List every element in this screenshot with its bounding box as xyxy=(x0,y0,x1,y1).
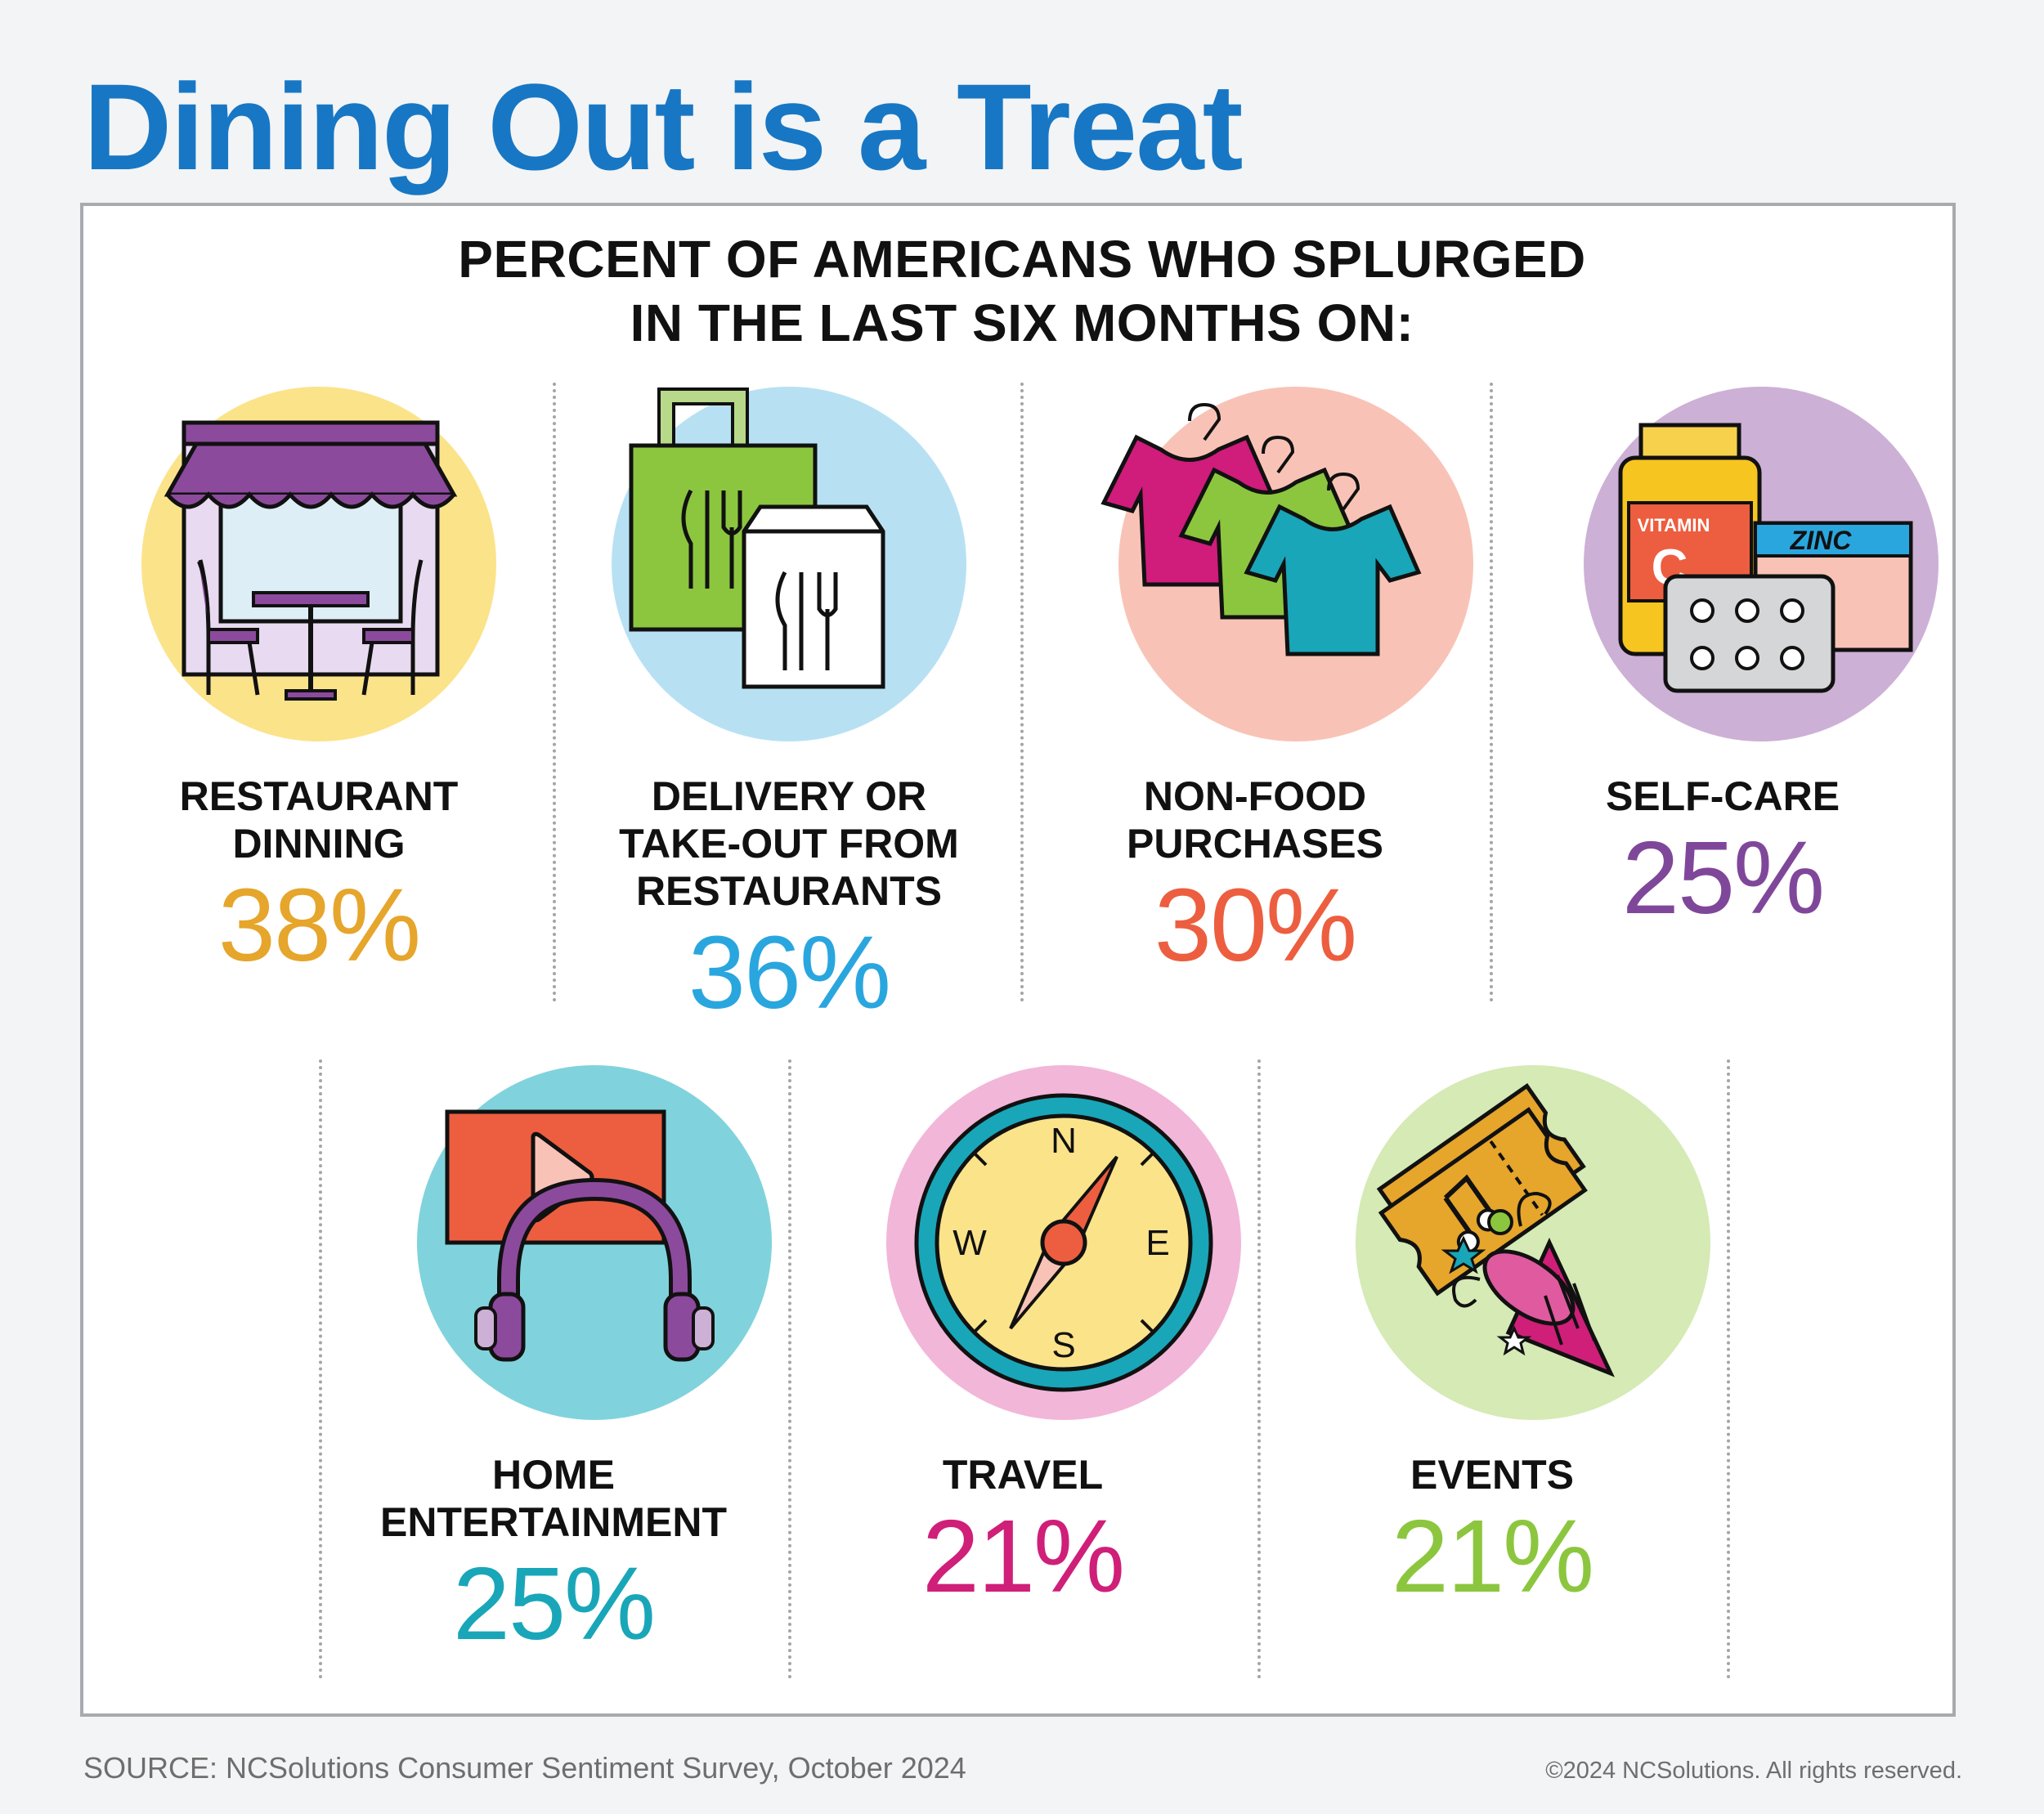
heading-line-1: PERCENT OF AMERICANS WHO SPLURGED xyxy=(458,230,1586,289)
compass-n: N xyxy=(1051,1121,1077,1161)
category-label: DELIVERY OR TAKE-OUT FROM RESTAURANTS xyxy=(619,773,959,914)
category-restaurant-dining: RESTAURANT DINNING 38% xyxy=(86,372,552,979)
restaurant-storefront-icon xyxy=(141,387,496,741)
compass-s: S xyxy=(1051,1325,1075,1365)
category-percent: 21% xyxy=(1391,1498,1594,1614)
zinc-text: ZINC xyxy=(1790,526,1853,555)
chart-heading: PERCENT OF AMERICANS WHO SPLURGED IN THE… xyxy=(0,227,2044,355)
divider xyxy=(1020,383,1024,1002)
category-label: EVENTS xyxy=(1410,1452,1575,1498)
divider xyxy=(1727,1059,1730,1679)
copyright-note: ©2024 NCSolutions. All rights reserved. xyxy=(1545,1758,1962,1784)
compass-e: E xyxy=(1145,1223,1169,1263)
category-travel: N E S W TRAVEL 21% xyxy=(790,1050,1256,1610)
divider xyxy=(1490,383,1493,1002)
divider xyxy=(1257,1059,1261,1679)
takeout-bags-icon xyxy=(612,387,966,741)
category-home-entertainment: HOME ENTERTAINMENT 25% xyxy=(320,1050,787,1657)
category-label: TRAVEL xyxy=(942,1452,1104,1498)
vitamin-text: VITAMIN xyxy=(1638,515,1710,535)
category-label: HOME ENTERTAINMENT xyxy=(379,1452,728,1545)
category-self-care: VITAMIN C ZINC SELF-CARE 25% xyxy=(1490,372,1956,931)
category-percent: 25% xyxy=(1621,820,1825,935)
tshirts-icon xyxy=(1100,387,1473,741)
divider xyxy=(788,1059,791,1679)
category-non-food-purchases: NON-FOOD PURCHASES 30% xyxy=(1022,372,1488,979)
category-percent: 38% xyxy=(217,867,421,983)
category-label: RESTAURANT DINNING xyxy=(179,773,459,867)
category-delivery-takeout: DELIVERY OR TAKE-OUT FROM RESTAURANTS 36… xyxy=(556,372,1022,1026)
category-percent: 25% xyxy=(452,1546,656,1661)
video-headphones-icon xyxy=(417,1065,772,1420)
compass-w: W xyxy=(953,1223,987,1263)
category-label: SELF-CARE xyxy=(1605,773,1840,819)
category-percent: 30% xyxy=(1154,867,1357,983)
divider xyxy=(319,1059,322,1679)
tickets-party-icon xyxy=(1356,1065,1710,1420)
heading-line-2: IN THE LAST SIX MONTHS ON: xyxy=(630,293,1414,352)
category-events: EVENTS 21% xyxy=(1259,1050,1725,1610)
category-label: NON-FOOD PURCHASES xyxy=(1127,773,1383,867)
page-title: Dining Out is a Treat xyxy=(83,58,1244,195)
category-percent: 36% xyxy=(688,915,891,1030)
divider xyxy=(553,383,556,1002)
category-percent: 21% xyxy=(921,1498,1125,1614)
source-note: SOURCE: NCSolutions Consumer Sentiment S… xyxy=(83,1751,966,1785)
vitamins-icon: VITAMIN C ZINC xyxy=(1584,387,1939,741)
compass-icon: N E S W xyxy=(886,1065,1241,1420)
